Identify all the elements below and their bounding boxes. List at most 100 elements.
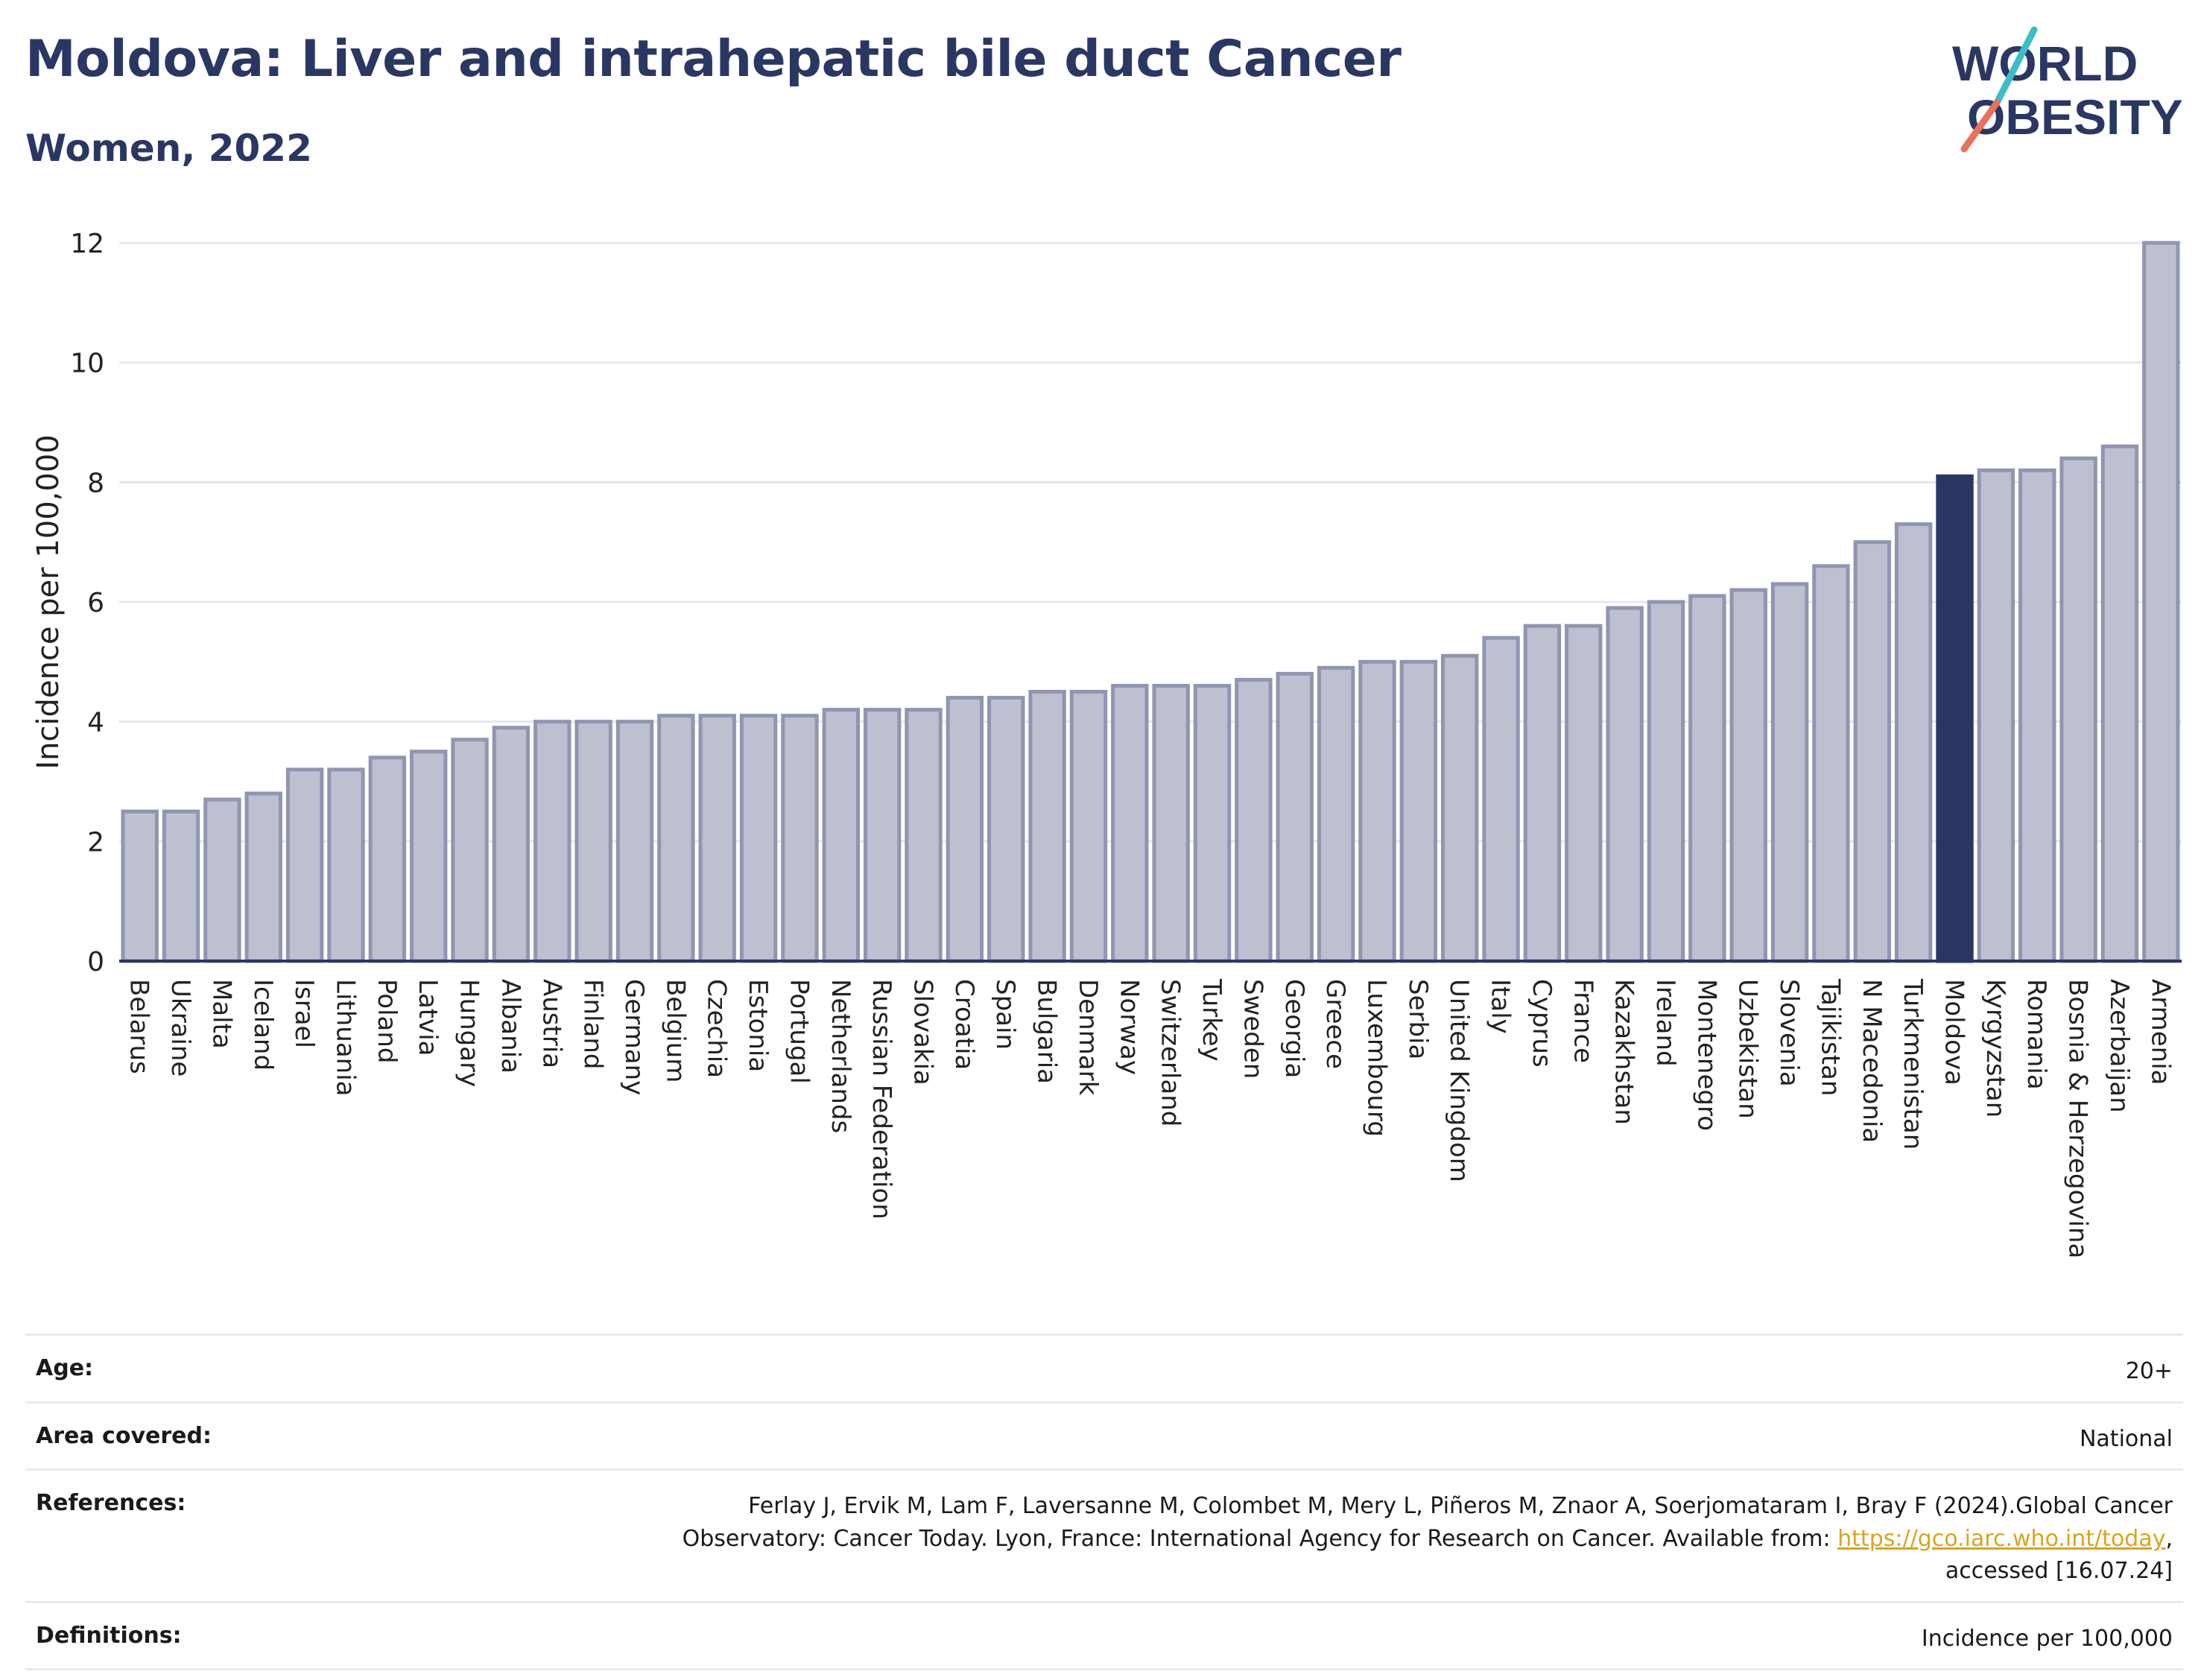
bar — [2059, 456, 2097, 963]
x-tick-label: Iceland — [248, 979, 278, 1071]
bar — [905, 708, 943, 963]
x-tick-label: Estonia — [743, 979, 773, 1072]
x-tick-label: Czechia — [702, 979, 732, 1078]
bar — [203, 797, 241, 963]
x-tick-label: Russian Federation — [867, 979, 896, 1220]
metadata-table: Age: 20+ Area covered: National Referenc… — [25, 1334, 2183, 1670]
y-axis-ticks: 0 2 4 6 8 10 12 — [70, 229, 104, 977]
x-tick-label: Croatia — [949, 979, 979, 1070]
bar — [1441, 653, 1479, 963]
bar — [244, 791, 282, 963]
bar — [162, 809, 200, 963]
x-tick-label: United Kingdom — [1444, 979, 1474, 1182]
bar — [698, 714, 736, 963]
bar — [1565, 624, 1603, 963]
bar — [1358, 659, 1396, 963]
x-tick-label: Turkey — [1197, 978, 1226, 1062]
bar — [1812, 564, 1850, 963]
x-tick-label: Germany — [619, 979, 649, 1095]
bar — [1853, 540, 1891, 963]
bar-chart: 0 2 4 6 8 10 12 Belarus Ukraine Malta Iceland Isra… — [31, 229, 2182, 1258]
logo-line2: OBESITY — [1967, 89, 2183, 145]
bar — [533, 720, 571, 963]
bar — [285, 767, 324, 963]
bar — [657, 714, 695, 963]
bar — [451, 738, 489, 963]
bar — [1028, 690, 1066, 963]
bar — [781, 714, 819, 963]
x-tick-label: Moldova — [1939, 979, 1969, 1085]
x-tick-label: Israel — [289, 979, 319, 1048]
x-tick-label: Kyrgyzstan — [1980, 979, 2010, 1118]
bar — [1770, 582, 1809, 963]
x-tick-label: Hungary — [455, 979, 484, 1087]
bar — [1977, 468, 2015, 963]
x-tick-label: Ukraine — [165, 979, 195, 1077]
y-tick-label: 8 — [87, 468, 104, 498]
bar — [1936, 474, 1974, 963]
x-tick-label: Turkmenistan — [1898, 978, 1928, 1150]
x-tick-label: Latvia — [413, 979, 443, 1056]
bar — [1069, 690, 1108, 963]
meta-row-definitions: Definitions: Incidence per 100,000 — [25, 1600, 2183, 1670]
meta-ref-value: Ferlay J, Ervik M, Lam F, Laversanne M, … — [608, 1490, 2173, 1588]
bar — [1523, 624, 1562, 963]
y-axis-label: Incidence per 100,000 — [31, 434, 66, 770]
x-tick-label: Azerbaijan — [2104, 979, 2134, 1113]
meta-ref-label: References: — [36, 1490, 186, 1516]
x-tick-label: Slovenia — [1774, 979, 1804, 1087]
bar — [946, 696, 984, 963]
meta-ref-tail: , accessed [16.07.24] — [1945, 1525, 2173, 1585]
bar — [1482, 635, 1520, 963]
bar — [574, 720, 612, 963]
x-tick-label: Uzbekistan — [1733, 979, 1763, 1119]
bar — [1894, 522, 1933, 963]
meta-age-value: 20+ — [2125, 1358, 2173, 1384]
x-tick-label: Slovakia — [908, 979, 938, 1085]
x-tick-label: Sweden — [1238, 979, 1267, 1079]
bar — [1111, 683, 1149, 963]
y-tick-label: 4 — [87, 708, 104, 738]
x-tick-label: Netherlands — [826, 979, 855, 1133]
world-obesity-logo: WORLD OBESITY — [1952, 26, 2183, 153]
bar — [1317, 665, 1355, 963]
y-tick-label: 10 — [70, 349, 104, 379]
bar — [1606, 606, 1644, 963]
x-tick-label: Romania — [2021, 979, 2051, 1090]
meta-area-value: National — [2079, 1425, 2173, 1452]
meta-def-label: Definitions: — [36, 1622, 182, 1649]
bar — [987, 696, 1025, 963]
bar — [2018, 468, 2056, 963]
x-tick-label: Switzerland — [1156, 979, 1185, 1126]
x-tick-label: Bulgaria — [1032, 979, 1062, 1084]
x-tick-label: Belarus — [124, 979, 154, 1074]
x-tick-label: Armenia — [2145, 979, 2175, 1085]
x-tick-label: Serbia — [1403, 979, 1433, 1059]
meta-ref-text: Ferlay J, Ervik M, Lam F, Laversanne M, … — [682, 1493, 2173, 1552]
x-tick-label: Greece — [1320, 979, 1350, 1069]
meta-row-area: Area covered: National — [25, 1401, 2183, 1469]
bar — [2142, 241, 2180, 963]
bar — [121, 809, 159, 963]
y-tick-label: 0 — [87, 947, 104, 977]
x-tick-label: France — [1568, 979, 1597, 1063]
x-tick-label: Tajikistan — [1815, 978, 1845, 1096]
meta-area-label: Area covered: — [36, 1422, 212, 1449]
bar — [615, 720, 654, 963]
bar — [1276, 671, 1314, 963]
bar — [1152, 683, 1190, 963]
x-tick-label: Bosnia & Herzegovina — [2063, 979, 2093, 1258]
x-tick-label: Finland — [578, 979, 608, 1070]
meta-row-age: Age: 20+ — [25, 1334, 2183, 1401]
page-title: Moldova: Liver and intrahepatic bile duc… — [25, 30, 1402, 89]
x-tick-label: Lithuania — [330, 979, 360, 1096]
bar — [1729, 588, 1767, 963]
bar — [822, 708, 860, 963]
y-tick-label: 6 — [87, 588, 104, 618]
bar — [739, 714, 778, 963]
x-tick-label: Spain — [990, 979, 1020, 1050]
reference-link[interactable]: https://gco.iarc.who.int/today — [1837, 1525, 2166, 1552]
x-tick-label: Austria — [536, 979, 566, 1068]
bars — [121, 241, 2180, 963]
x-tick-label: Montenegro — [1691, 979, 1721, 1131]
